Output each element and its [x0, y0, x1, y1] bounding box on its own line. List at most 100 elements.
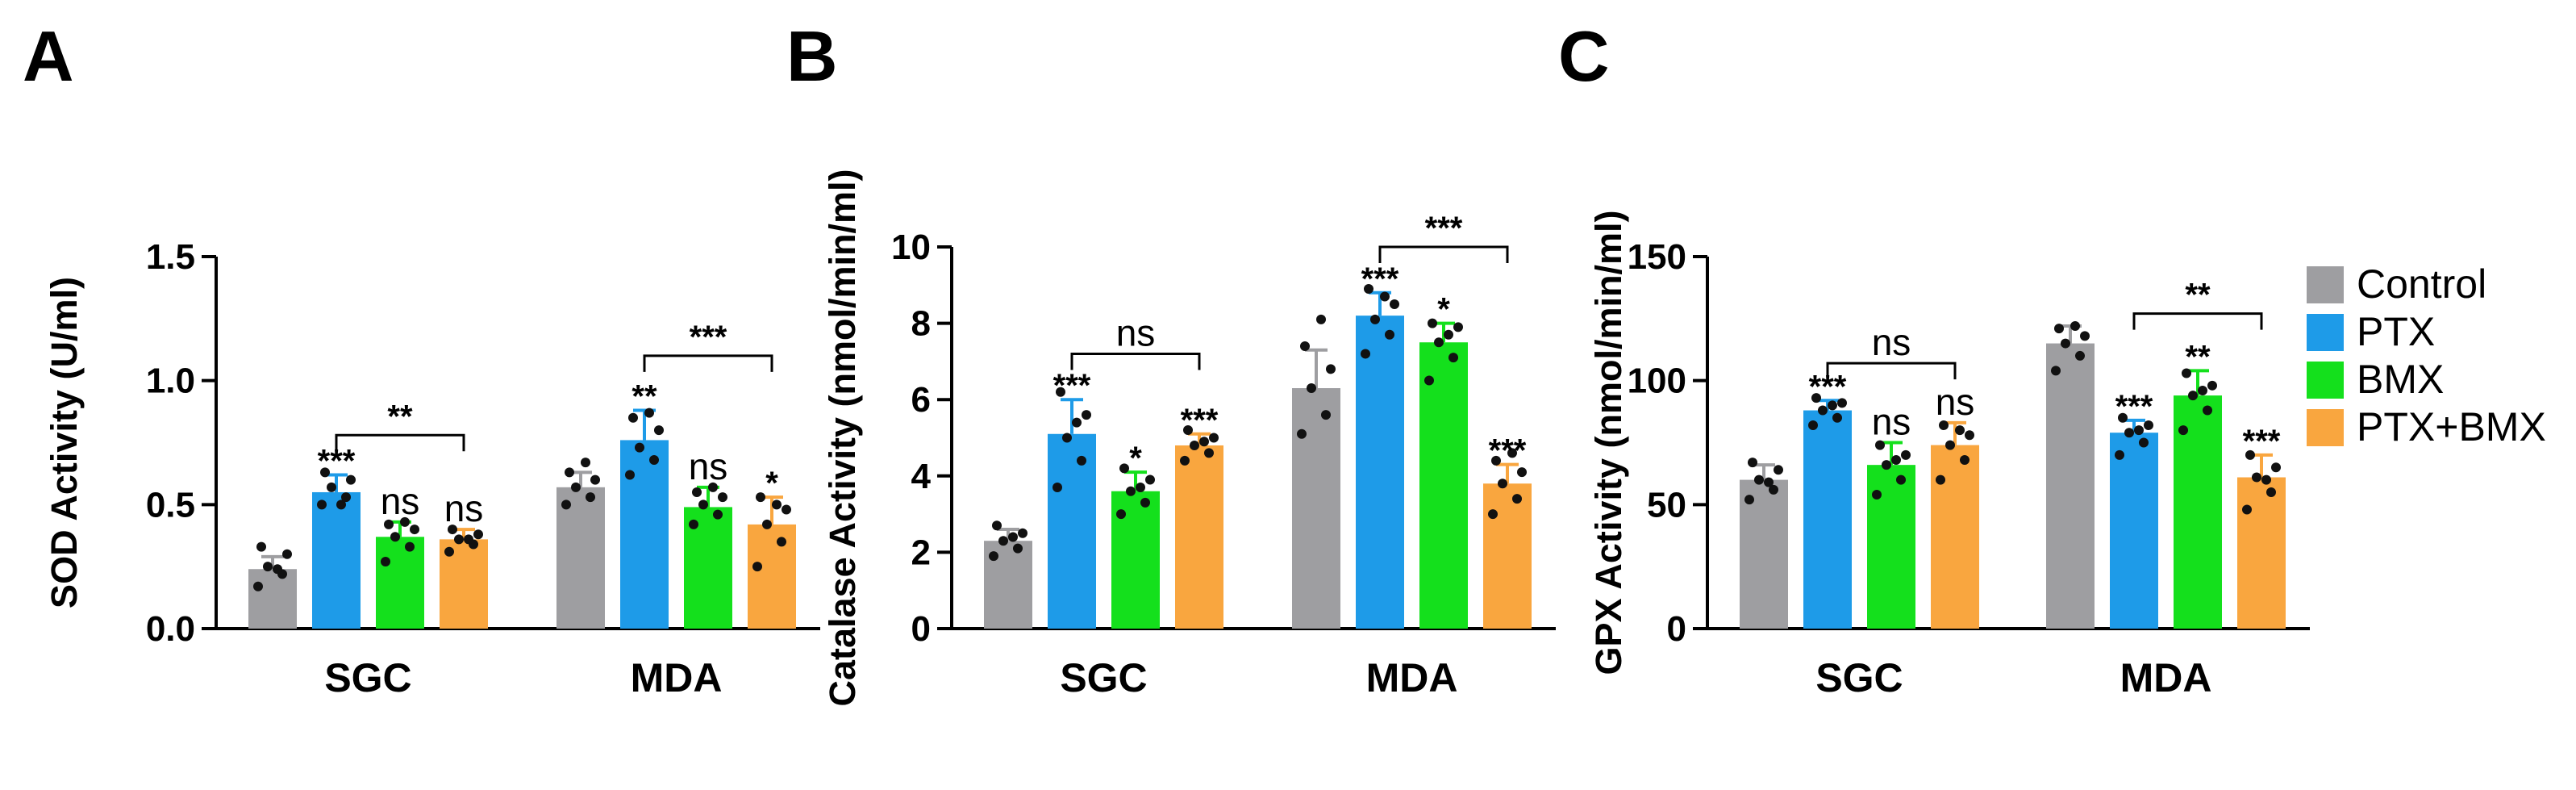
significance-label: * [765, 466, 778, 501]
data-point [1008, 532, 1018, 542]
data-point [317, 499, 327, 510]
data-point [346, 474, 356, 485]
data-point [1828, 400, 1837, 411]
significance-label: ** [631, 379, 657, 415]
bar [2110, 433, 2158, 629]
data-point [2252, 472, 2261, 483]
y-tick-label: 1.0 [146, 362, 195, 401]
category-label: SGC [1815, 655, 1903, 700]
plot-b: 0 2 4 6 8 10 Catalase Activity (nmol/min/ml) SG… [822, 169, 1556, 707]
data-point [273, 564, 282, 575]
y-tick-label: 0 [1667, 609, 1686, 649]
y-tick-label: 10 [891, 228, 931, 267]
data-point [1444, 329, 1453, 340]
data-point [713, 509, 723, 520]
significance-label: *** [1489, 433, 1527, 469]
data-point [1811, 393, 1821, 403]
y-tick-label: 2 [911, 533, 931, 572]
data-point [381, 557, 390, 567]
data-point [989, 551, 998, 562]
data-point [1945, 440, 1955, 450]
bar [1803, 410, 1852, 629]
data-point [649, 455, 659, 466]
data-point [782, 504, 791, 515]
data-point [1517, 467, 1527, 478]
data-point [644, 408, 654, 418]
data-point [256, 541, 266, 552]
comparison-bracket [1378, 245, 1509, 263]
data-point [1204, 448, 1214, 458]
data-point [1183, 425, 1193, 436]
bar [1292, 388, 1340, 629]
legend-swatch [2307, 362, 2344, 399]
comparison-bracket [643, 354, 773, 372]
bar [1048, 433, 1096, 629]
bar [1867, 465, 1915, 629]
data-point [1307, 383, 1316, 394]
data-point [2207, 380, 2217, 391]
data-point [635, 442, 644, 453]
data-point [698, 499, 708, 510]
comparison-bracket [2132, 312, 2263, 330]
data-point [1744, 495, 1754, 505]
data-point [1832, 412, 1842, 423]
data-point [405, 541, 415, 552]
data-point [718, 492, 727, 503]
data-point [2075, 350, 2085, 361]
category-label: SGC [1060, 655, 1147, 700]
data-point [1361, 349, 1370, 359]
data-point [628, 412, 638, 423]
data-point [689, 519, 698, 529]
comparison-bracket [1070, 352, 1201, 370]
data-point [1082, 410, 1091, 420]
data-point [1936, 474, 1945, 485]
data-point [586, 492, 595, 503]
data-point [320, 467, 330, 478]
data-point [1939, 420, 1949, 430]
significance-label: * [1129, 441, 1142, 476]
data-point [581, 458, 590, 468]
bar [1931, 445, 1979, 629]
data-point [2242, 504, 2252, 515]
bar [1419, 342, 1468, 629]
data-point [1882, 460, 1891, 470]
data-point [444, 546, 454, 557]
data-point [1491, 455, 1501, 466]
data-point [1300, 341, 1310, 351]
significance-label: *** [1361, 261, 1399, 297]
data-point [777, 537, 786, 547]
y-tick-label: 0.0 [146, 609, 195, 649]
y-tick-label: 6 [911, 380, 931, 420]
data-point [1955, 425, 1965, 436]
data-point [1140, 497, 1150, 508]
bar [1175, 445, 1223, 629]
data-point [1896, 474, 1906, 485]
bar [1356, 316, 1404, 629]
panel-label-b: B [786, 16, 838, 96]
y-axis-title: SOD Activity (U/ml) [44, 277, 85, 608]
data-point [2203, 405, 2212, 416]
data-point [2054, 324, 2064, 334]
data-point [2051, 366, 2061, 376]
panel-b: B 0 2 4 6 8 10 Catalase Activity (nmol/min/ml)… [786, 16, 1556, 707]
y-tick-label: 50 [1647, 485, 1686, 525]
significance-label: ** [2185, 339, 2211, 374]
data-point [1072, 417, 1082, 428]
data-point [2061, 338, 2070, 349]
y-tick-label: 0 [911, 609, 931, 649]
data-point [2118, 412, 2128, 423]
data-point [1136, 482, 1145, 492]
bar [1740, 479, 1788, 629]
data-point [625, 470, 635, 480]
data-point [327, 482, 336, 492]
data-point [2139, 437, 2149, 448]
data-point [1199, 437, 1209, 447]
data-point [1326, 364, 1336, 374]
legend-label: PTX+BMX [2357, 404, 2546, 449]
data-point [336, 499, 346, 510]
data-point [1385, 329, 1394, 340]
data-point [2182, 368, 2191, 378]
